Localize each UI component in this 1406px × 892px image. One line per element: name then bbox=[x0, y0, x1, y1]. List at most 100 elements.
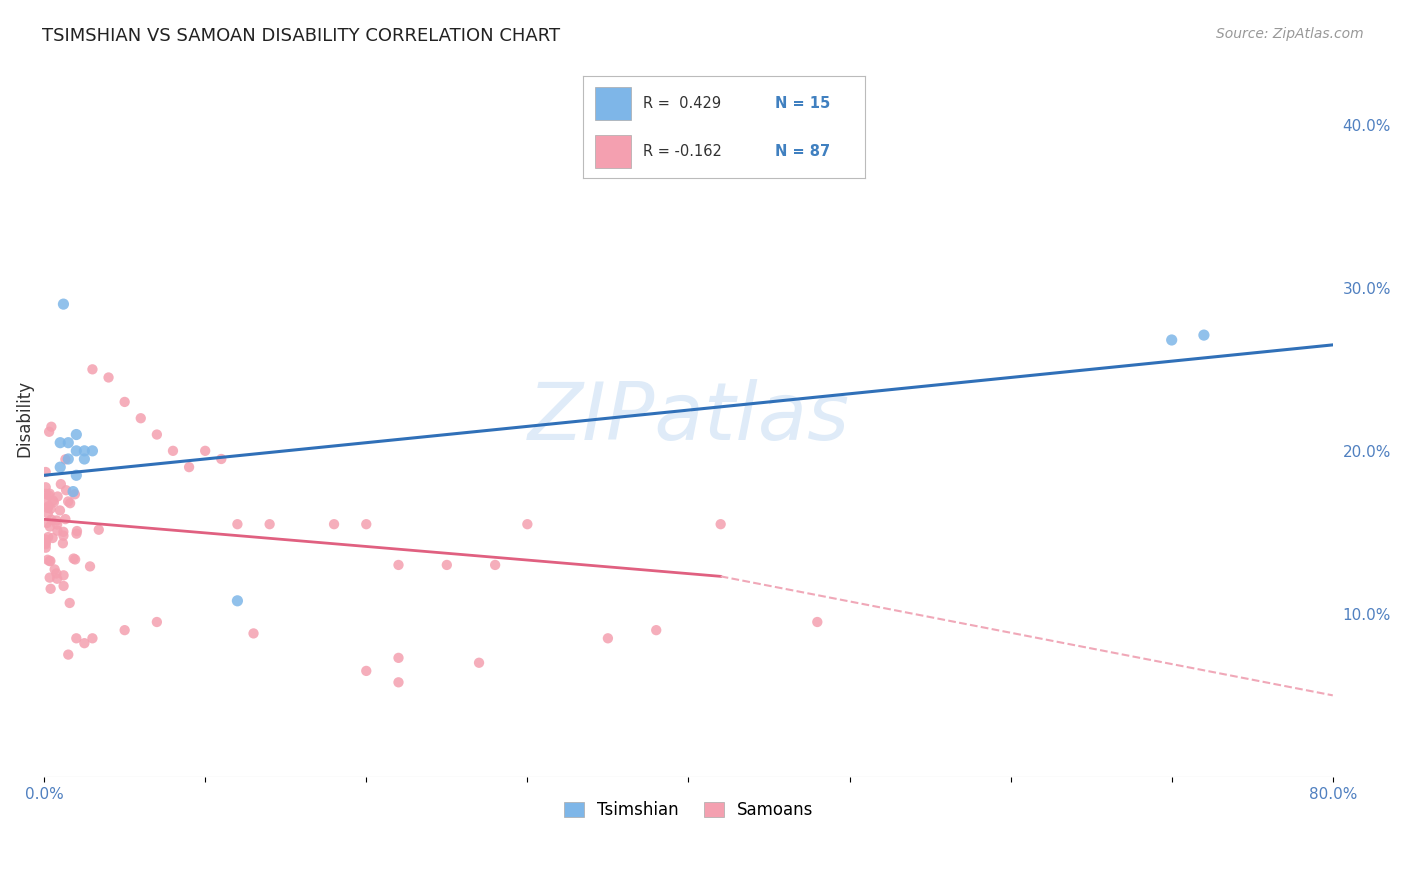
Point bbox=[49, 435, 72, 450]
Point bbox=[436, 558, 458, 572]
Point bbox=[37, 530, 59, 544]
Point bbox=[242, 626, 264, 640]
Text: N = 87: N = 87 bbox=[775, 145, 830, 160]
Point bbox=[65, 632, 87, 646]
Point bbox=[37, 500, 59, 514]
Point bbox=[41, 419, 63, 434]
Point bbox=[52, 529, 75, 543]
Point bbox=[62, 484, 84, 499]
Point bbox=[356, 517, 378, 532]
Point bbox=[38, 425, 60, 439]
Point bbox=[37, 553, 59, 567]
Point bbox=[56, 494, 79, 508]
Point bbox=[596, 632, 619, 646]
Point bbox=[65, 526, 87, 541]
Point bbox=[45, 513, 67, 527]
Point bbox=[97, 370, 120, 384]
Point bbox=[41, 512, 63, 526]
Point bbox=[645, 623, 668, 637]
Point bbox=[46, 517, 69, 532]
Point bbox=[35, 541, 58, 555]
Point bbox=[46, 572, 69, 586]
Point bbox=[177, 460, 200, 475]
Point bbox=[39, 554, 62, 568]
Point bbox=[226, 517, 249, 532]
Point bbox=[35, 487, 58, 501]
Point bbox=[52, 536, 75, 550]
Point bbox=[37, 507, 59, 521]
Point bbox=[35, 537, 58, 551]
Point bbox=[35, 516, 58, 530]
Point bbox=[52, 524, 75, 539]
Point bbox=[62, 551, 84, 566]
Point bbox=[52, 579, 75, 593]
Point bbox=[82, 632, 104, 646]
Point bbox=[114, 623, 136, 637]
Point bbox=[46, 524, 69, 538]
Point bbox=[41, 531, 63, 545]
Point bbox=[387, 558, 409, 572]
Point bbox=[387, 675, 409, 690]
Point bbox=[52, 297, 75, 311]
Point bbox=[39, 582, 62, 596]
Point bbox=[38, 571, 60, 585]
Point bbox=[58, 452, 80, 467]
Text: N = 15: N = 15 bbox=[775, 96, 830, 111]
Point bbox=[58, 435, 80, 450]
Point bbox=[35, 480, 58, 494]
Point bbox=[63, 487, 86, 501]
Point bbox=[82, 362, 104, 376]
Point bbox=[39, 501, 62, 516]
Text: ZIPatlas: ZIPatlas bbox=[527, 379, 849, 458]
Point bbox=[468, 656, 491, 670]
Point bbox=[37, 501, 59, 516]
Point bbox=[38, 519, 60, 533]
Point bbox=[42, 493, 65, 508]
Point bbox=[66, 524, 89, 538]
Point bbox=[35, 535, 58, 549]
Text: Source: ZipAtlas.com: Source: ZipAtlas.com bbox=[1216, 27, 1364, 41]
Point bbox=[82, 443, 104, 458]
Point bbox=[38, 488, 60, 502]
Point bbox=[38, 554, 60, 568]
Point bbox=[79, 559, 101, 574]
Point bbox=[146, 427, 169, 442]
Bar bbox=[595, 87, 631, 120]
Point bbox=[194, 443, 217, 458]
Point bbox=[38, 486, 60, 500]
Point bbox=[146, 615, 169, 629]
Point bbox=[516, 517, 538, 532]
Point bbox=[73, 452, 96, 467]
Bar bbox=[595, 136, 631, 168]
Point bbox=[49, 460, 72, 475]
Point bbox=[356, 664, 378, 678]
Point bbox=[58, 648, 80, 662]
Point bbox=[73, 636, 96, 650]
Point bbox=[1160, 333, 1182, 347]
Point bbox=[44, 562, 66, 576]
Point bbox=[55, 452, 77, 467]
Point bbox=[55, 512, 77, 526]
Point bbox=[55, 483, 77, 498]
Point bbox=[1192, 328, 1215, 343]
Point bbox=[52, 568, 75, 582]
Point bbox=[45, 566, 67, 581]
Point bbox=[35, 492, 58, 507]
Point bbox=[35, 465, 58, 479]
Point bbox=[35, 533, 58, 547]
Point bbox=[46, 490, 69, 504]
Point bbox=[73, 443, 96, 458]
Point bbox=[387, 651, 409, 665]
Text: R = -0.162: R = -0.162 bbox=[643, 145, 721, 160]
Point bbox=[484, 558, 506, 572]
Point bbox=[65, 443, 87, 458]
Text: TSIMSHIAN VS SAMOAN DISABILITY CORRELATION CHART: TSIMSHIAN VS SAMOAN DISABILITY CORRELATI… bbox=[42, 27, 561, 45]
Point bbox=[226, 594, 249, 608]
Point bbox=[42, 495, 65, 509]
Point bbox=[209, 452, 232, 467]
Legend: Tsimshian, Samoans: Tsimshian, Samoans bbox=[557, 795, 820, 826]
Text: R =  0.429: R = 0.429 bbox=[643, 96, 721, 111]
Point bbox=[323, 517, 346, 532]
Point bbox=[129, 411, 152, 425]
Point bbox=[49, 477, 72, 491]
